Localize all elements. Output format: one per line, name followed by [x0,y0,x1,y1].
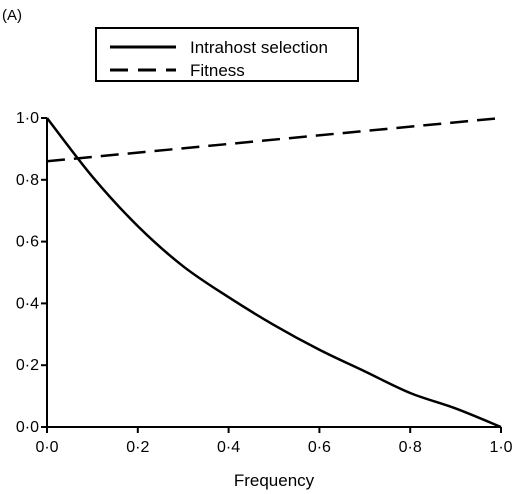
x-tick-label: 0·8 [399,439,422,456]
x-tick-label: 0·6 [308,439,331,456]
panel-label: (A) [2,7,22,24]
x-tick-label: 0·2 [126,439,149,456]
x-tick-label: 1·0 [489,439,512,456]
x-tick-label: 0·0 [35,439,58,456]
y-tick-label: 0·2 [16,357,39,374]
plot-area: 0·0 0·2 0·4 0·6 0·8 1·0 0·0 0·2 0·4 0·6 0·8 1·0 [16,110,513,456]
y-tick-label: 0·0 [16,419,39,436]
legend-box [95,27,359,82]
y-tick-label: 0·6 [16,234,39,251]
legend-label-intrahost-selection: Intrahost selection [190,38,328,57]
legend-label-fitness: Fitness [190,61,245,80]
x-axis-title: Frequency [234,471,315,490]
y-tick-label: 1·0 [16,110,39,127]
x-tick-label: 0·4 [217,439,240,456]
y-tick-label: 0·8 [16,172,39,189]
legend: Intrahost selection Fitness [95,27,359,82]
series-line-fitness [46,116,502,163]
series-line-intrahost-selection [46,117,502,429]
y-tick-label: 0·4 [16,295,39,312]
